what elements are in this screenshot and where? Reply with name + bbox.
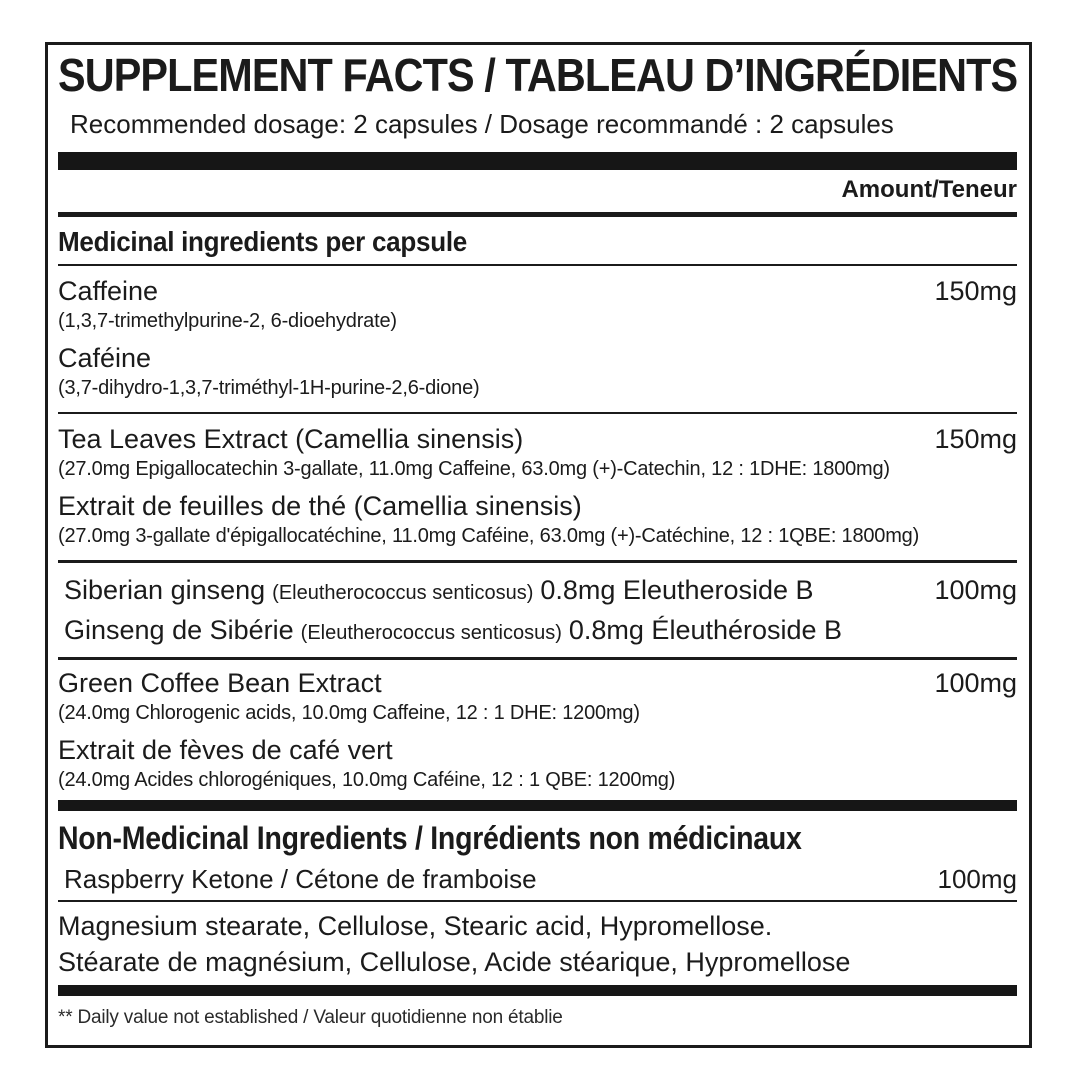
ingredient-amount: 100mg [937,864,1018,895]
ingredient-latin-name: (Eleutherococcus senticosus) [272,582,534,605]
nonmedicinal-section-heading: Non-Medicinal Ingredients / Ingrédients … [58,820,802,857]
ingredient-amount: 100mg [934,575,1017,606]
rule-under-amount-header [58,212,1017,218]
rule-under-medicinal-heading [58,264,1017,267]
ingredient-chem-en: (1,3,7-trimethylpurine-2, 6-dioehydrate) [58,310,397,333]
other-ingredients-en: Magnesium stearate, Cellulose, Stearic a… [58,911,773,942]
ingredient-amount: 150mg [934,424,1017,455]
ingredient-chem-en: (24.0mg Chlorogenic acids, 10.0mg Caffei… [58,702,640,725]
ingredient-row: Tea Leaves Extract (Camellia sinensis) 1… [58,422,1017,456]
ingredient-caffeine: Caffeine 150mg (1,3,7-trimethylpurine-2,… [58,274,1017,402]
daily-value-footnote: ** Daily value not established / Valeur … [58,1007,563,1029]
amount-column-header: Amount/Teneur [841,176,1017,204]
ingredient-name-en-text: Siberian ginseng [64,575,266,606]
ingredient-name: Raspberry Ketone / Cétone de framboise [64,864,537,895]
rule-between-ingredients [58,657,1017,661]
ingredient-name-en: Caffeine [58,276,159,307]
rule-under-raspberry [58,900,1017,903]
ingredient-chem-fr: (27.0mg 3-gallate d'épigallocatéchine, 1… [58,525,920,548]
ingredient-row: Siberian ginseng (Eleutherococcus sentico… [58,572,1017,612]
ingredient-amount: 150mg [934,276,1017,307]
rule-between-ingredients [58,560,1017,564]
rule-between-ingredients [58,412,1017,415]
ingredient-name-fr: Extrait de feuilles de thé (Camellia sin… [58,491,582,522]
ingredient-standardization-en: 0.8mg Eleutheroside B [540,575,814,606]
ingredient-chem-en: (27.0mg Epigallocatechin 3-gallate, 11.0… [58,458,890,481]
supplement-facts-panel: SUPPLEMENT FACTS / TABLEAU D’INGRÉDIENTS… [45,42,1032,1048]
ingredient-tea-leaves-extract: Tea Leaves Extract (Camellia sinensis) 1… [58,422,1017,550]
ingredient-chem-fr: (24.0mg Acides chlorogéniques, 10.0mg Ca… [58,769,676,792]
panel-title: SUPPLEMENT FACTS / TABLEAU D’INGRÉDIENTS [58,49,1018,101]
ingredient-siberian-ginseng: Siberian ginseng (Eleutherococcus sentico… [58,572,1017,652]
ingredient-name-fr: Extrait de fèves de café vert [58,735,393,766]
ingredient-name-en: Siberian ginseng (Eleutherococcus sentico… [64,572,814,612]
ingredient-name-en: Tea Leaves Extract (Camellia sinensis) [58,424,524,455]
ingredient-raspberry-ketone: Raspberry Ketone / Cétone de framboise 1… [58,863,1017,895]
divider-bar-top [58,152,1017,171]
ingredient-row: Caffeine 150mg [58,274,1017,308]
ingredient-name-fr-text: Ginseng de Sibérie [64,615,294,646]
ingredient-row: Green Coffee Bean Extract 100mg [58,666,1017,700]
ingredient-standardization-fr: 0.8mg Éleuthéroside B [568,615,843,646]
divider-bar-bottom [58,985,1017,997]
ingredient-amount: 100mg [934,668,1017,699]
recommended-dosage: Recommended dosage: 2 capsules / Dosage … [70,109,894,140]
ingredient-name-fr: Caféine [58,343,152,374]
medicinal-section-heading: Medicinal ingredients per capsule [58,226,468,258]
ingredient-green-coffee-bean: Green Coffee Bean Extract 100mg (24.0mg … [58,666,1017,794]
ingredient-name-fr: Ginseng de Sibérie (Eleutherococcus senti… [64,612,842,652]
ingredient-chem-fr: (3,7-dihydro-1,3,7-triméthyl-1H-purine-2… [58,377,480,400]
divider-bar-nonmedicinal [58,800,1017,812]
ingredient-name-en: Green Coffee Bean Extract [58,668,382,699]
ingredient-row-fr: Ginseng de Sibérie (Eleutherococcus senti… [58,612,1017,652]
ingredient-latin-name: (Eleutherococcus senticosus) [300,622,562,645]
other-ingredients-fr: Stéarate de magnésium, Cellulose, Acide … [58,947,851,978]
